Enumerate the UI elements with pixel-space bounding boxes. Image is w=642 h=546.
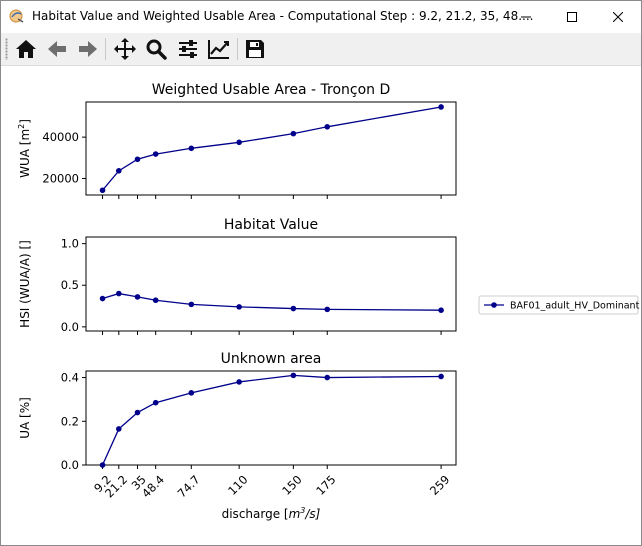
data-point[interactable] — [134, 409, 141, 416]
zoom-magnifier-icon — [146, 39, 167, 60]
y-tick-label: 0.2 — [61, 414, 79, 428]
maximize-icon — [567, 11, 577, 22]
data-point[interactable] — [134, 294, 141, 300]
data-point[interactable] — [188, 145, 195, 152]
data-point[interactable] — [236, 379, 242, 385]
figure-canvas[interactable]: Weighted Usable Area - Tronçon D 20000 400… — [1, 66, 641, 545]
y-axis-label: HSI (WUA/A) [] — [18, 240, 32, 328]
data-point[interactable] — [438, 373, 444, 380]
y-axis-label: WUA [m2] — [17, 119, 32, 178]
zoom-button[interactable] — [143, 36, 169, 62]
data-point[interactable] — [99, 187, 106, 194]
back-arrow-icon — [48, 41, 66, 57]
minimize-button[interactable] — [503, 1, 549, 32]
save-button[interactable] — [242, 36, 268, 62]
axes-frame-2[interactable] — [85, 236, 457, 332]
data-point[interactable] — [236, 304, 242, 310]
legend-label: BAF01_adult_HV_Dominant — [510, 301, 640, 312]
y-tick-label: 20000 — [42, 171, 79, 185]
y-tick-label: 0.5 — [61, 278, 79, 292]
data-point[interactable] — [115, 290, 122, 297]
minimize-icon — [521, 16, 531, 17]
y-tick-label: 0.0 — [61, 320, 79, 334]
maximize-button[interactable] — [549, 1, 595, 32]
figure-svg: Weighted Usable Area - Tronçon D 20000 400… — [17, 82, 640, 521]
x-tick-label: 175 — [313, 472, 338, 497]
x-tick-label: 259 — [427, 472, 452, 497]
data-point[interactable] — [324, 124, 331, 130]
data-point[interactable] — [152, 399, 159, 406]
subplot-title: Weighted Usable Area - Tronçon D — [152, 82, 391, 98]
app-logo-icon — [9, 8, 25, 24]
subplots-button[interactable] — [175, 36, 201, 62]
edit-curves-button[interactable] — [206, 36, 232, 62]
subplots-config-icon — [179, 40, 197, 58]
x-tick-label: 74.7 — [175, 472, 203, 500]
data-point[interactable] — [290, 130, 297, 137]
toolbar-separator — [105, 38, 106, 60]
x-tick-label: 48.4 — [139, 472, 167, 500]
x-tick-label: 150 — [279, 472, 304, 497]
y-tick-label: 0.4 — [61, 371, 79, 385]
data-point[interactable] — [115, 168, 122, 174]
edit-axis-curve-icon — [208, 40, 229, 59]
y-tick-label: 0.0 — [61, 458, 79, 472]
navigation-toolbar — [1, 33, 641, 66]
home-icon — [16, 40, 36, 58]
subplot-title: Unknown area — [221, 351, 322, 367]
data-point[interactable] — [99, 295, 106, 302]
title-bar[interactable]: Habitat Value and Weighted Usable Area -… — [1, 1, 641, 32]
y-tick-label: 1.0 — [61, 237, 79, 251]
data-point[interactable] — [438, 307, 444, 314]
data-point[interactable] — [324, 374, 331, 381]
data-point[interactable] — [324, 306, 331, 313]
subplot-title: Habitat Value — [224, 217, 318, 233]
forward-button[interactable] — [75, 36, 101, 62]
close-icon — [613, 11, 623, 22]
data-point[interactable] — [290, 372, 297, 379]
data-point[interactable] — [188, 301, 195, 308]
axes-frame-3[interactable] — [85, 370, 457, 466]
data-point[interactable] — [236, 139, 242, 146]
data-point[interactable] — [290, 305, 297, 312]
home-button[interactable] — [13, 36, 39, 62]
pan-button[interactable] — [112, 36, 138, 62]
axes-frame-1[interactable] — [85, 101, 457, 196]
save-floppy-icon — [246, 40, 264, 58]
data-point[interactable] — [152, 151, 159, 157]
data-point[interactable] — [152, 297, 159, 304]
data-point[interactable] — [99, 462, 106, 468]
toolbar-grip[interactable] — [5, 38, 8, 60]
toolbar-separator — [237, 38, 238, 60]
window-title: Habitat Value and Weighted Usable Area -… — [32, 9, 534, 23]
data-point[interactable] — [438, 104, 444, 110]
close-button[interactable] — [595, 1, 641, 32]
y-tick-label: 40000 — [42, 130, 79, 144]
legend-marker — [491, 302, 497, 308]
data-point[interactable] — [188, 390, 195, 396]
data-point[interactable] — [134, 156, 141, 163]
forward-arrow-icon — [79, 41, 97, 57]
back-button[interactable] — [44, 36, 70, 62]
pan-move-icon — [114, 38, 136, 60]
y-axis-label: UA [%] — [18, 397, 32, 439]
legend-box[interactable] — [478, 295, 639, 315]
data-point[interactable] — [115, 426, 122, 432]
x-axis-label: discharge [m3/s] — [222, 506, 321, 521]
x-tick-label: 110 — [225, 472, 250, 497]
